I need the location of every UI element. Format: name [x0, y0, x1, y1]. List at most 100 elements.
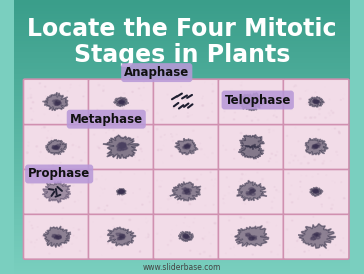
Circle shape [30, 108, 32, 109]
Polygon shape [52, 235, 58, 238]
Circle shape [72, 144, 74, 146]
FancyBboxPatch shape [88, 79, 154, 125]
Polygon shape [313, 145, 318, 148]
Circle shape [321, 204, 323, 205]
Bar [14, 58, 350, 60]
Circle shape [325, 229, 327, 230]
Circle shape [31, 119, 33, 120]
FancyBboxPatch shape [283, 79, 349, 125]
Bar [14, 140, 350, 142]
Circle shape [60, 162, 61, 163]
Polygon shape [312, 145, 318, 147]
Bar [14, 247, 350, 249]
Circle shape [183, 178, 185, 179]
Bar [14, 132, 350, 134]
Circle shape [240, 132, 242, 134]
Circle shape [143, 127, 144, 128]
Polygon shape [184, 146, 190, 149]
Circle shape [96, 179, 97, 180]
Polygon shape [246, 192, 252, 195]
Circle shape [323, 102, 325, 104]
Bar [14, 137, 350, 140]
Circle shape [114, 106, 115, 107]
Polygon shape [119, 190, 123, 193]
Circle shape [107, 233, 109, 234]
Circle shape [171, 155, 173, 156]
Circle shape [148, 233, 149, 234]
Bar [14, 170, 350, 173]
Circle shape [266, 222, 268, 223]
Circle shape [193, 222, 194, 223]
Bar [14, 41, 350, 44]
Text: Telophase: Telophase [225, 93, 291, 107]
Polygon shape [310, 237, 316, 240]
Circle shape [272, 201, 273, 202]
Bar [14, 27, 350, 30]
Polygon shape [54, 147, 59, 150]
Circle shape [58, 232, 60, 233]
Circle shape [179, 196, 181, 198]
Bar [14, 214, 350, 216]
Circle shape [298, 141, 299, 142]
Circle shape [132, 91, 133, 92]
Bar [14, 266, 350, 269]
Circle shape [210, 172, 211, 173]
Bar [14, 148, 350, 151]
Polygon shape [248, 237, 253, 240]
Circle shape [214, 222, 216, 224]
Bar [14, 263, 350, 266]
Circle shape [157, 149, 159, 151]
FancyBboxPatch shape [23, 214, 89, 259]
Circle shape [269, 95, 270, 96]
Polygon shape [185, 144, 189, 147]
Polygon shape [186, 144, 190, 147]
Polygon shape [56, 236, 61, 239]
Circle shape [294, 85, 297, 86]
Circle shape [276, 190, 277, 191]
Circle shape [234, 149, 235, 150]
Circle shape [35, 172, 36, 173]
Circle shape [245, 233, 246, 234]
Circle shape [318, 113, 320, 115]
FancyBboxPatch shape [218, 169, 284, 214]
Polygon shape [313, 99, 318, 102]
Bar [14, 178, 350, 181]
Polygon shape [120, 235, 125, 238]
Circle shape [107, 243, 108, 244]
Circle shape [312, 148, 313, 149]
Polygon shape [119, 190, 124, 193]
Bar [14, 129, 350, 132]
Circle shape [30, 88, 31, 89]
Polygon shape [313, 100, 317, 103]
FancyBboxPatch shape [153, 124, 219, 169]
Circle shape [329, 99, 330, 100]
Polygon shape [120, 234, 125, 237]
Polygon shape [308, 96, 324, 107]
Bar [14, 258, 350, 260]
Circle shape [171, 136, 173, 137]
Bar [14, 107, 350, 110]
Polygon shape [114, 97, 129, 107]
Polygon shape [316, 235, 320, 239]
Circle shape [113, 226, 114, 227]
Circle shape [160, 186, 161, 187]
Circle shape [334, 128, 336, 129]
Polygon shape [184, 188, 189, 191]
Circle shape [300, 181, 301, 182]
Circle shape [314, 117, 316, 118]
Bar [14, 0, 350, 3]
Polygon shape [312, 234, 318, 237]
Polygon shape [116, 189, 126, 195]
Circle shape [74, 201, 75, 202]
Circle shape [271, 153, 273, 154]
Circle shape [115, 228, 116, 229]
Circle shape [52, 165, 54, 166]
Polygon shape [185, 145, 190, 148]
Circle shape [269, 132, 270, 133]
Circle shape [213, 204, 214, 205]
Bar [14, 241, 350, 244]
Circle shape [331, 208, 332, 209]
Bar [14, 269, 350, 271]
Circle shape [112, 218, 114, 219]
Circle shape [270, 158, 271, 159]
